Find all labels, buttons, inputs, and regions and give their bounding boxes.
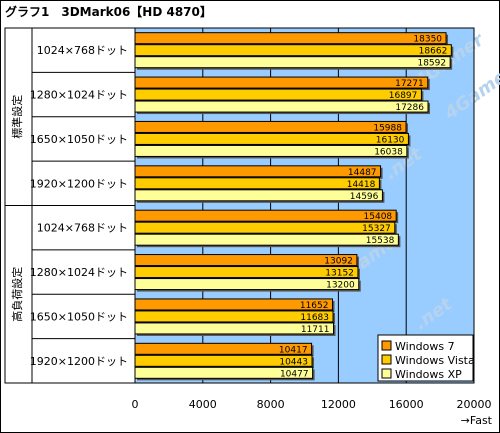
category-label: 1650×1050ドット — [30, 310, 128, 323]
legend-swatch — [381, 340, 392, 351]
data-label: 10443 — [279, 357, 308, 367]
data-label: 14418 — [347, 180, 376, 190]
data-label: 11683 — [300, 313, 329, 323]
group-label: 標準設定 — [10, 95, 24, 139]
x-tick-label: 0 — [132, 398, 139, 411]
data-label: 15327 — [362, 224, 391, 234]
data-label: 11711 — [301, 325, 330, 335]
bar — [134, 76, 429, 89]
legend-label: Windows Vista — [395, 354, 475, 367]
legend-swatch — [381, 368, 392, 379]
data-label: 18350 — [413, 35, 442, 45]
bar — [134, 233, 399, 246]
bar — [134, 56, 451, 69]
category-label: 1920×1200ドット — [30, 177, 128, 190]
data-label: 18592 — [417, 59, 446, 69]
data-label: 13152 — [325, 269, 354, 279]
data-label: 16897 — [389, 91, 418, 101]
data-label: 16038 — [374, 147, 403, 157]
data-label: 16130 — [376, 135, 405, 145]
data-label: 15988 — [373, 123, 402, 133]
bar — [134, 132, 409, 145]
data-label: 14596 — [350, 192, 379, 202]
bar — [134, 44, 452, 57]
legend-label: Windows 7 — [395, 340, 455, 353]
category-label: 1280×1024ドット — [30, 266, 128, 279]
chart-title: グラフ1 3DMark06【HD 4870】 — [5, 5, 212, 19]
data-label: 11652 — [300, 301, 329, 311]
category-label: 1024×768ドット — [37, 44, 128, 57]
legend-box — [377, 334, 474, 382]
x-axis-label: →Fast — [461, 414, 493, 427]
bar — [134, 209, 397, 222]
x-tick-label: 12000 — [321, 398, 356, 411]
data-label: 10477 — [280, 369, 309, 379]
x-tick-label: 4000 — [189, 398, 217, 411]
category-label: 1920×1200ドット — [30, 355, 128, 368]
data-label: 17271 — [395, 79, 424, 89]
bar — [134, 120, 407, 133]
category-label: 1650×1050ドット — [30, 133, 128, 146]
data-label: 15408 — [364, 212, 393, 222]
bar — [134, 221, 396, 234]
x-tick-label: 16000 — [389, 398, 424, 411]
legend-swatch — [381, 354, 392, 365]
data-label: 13092 — [324, 257, 353, 267]
x-tick-label: 20000 — [457, 398, 492, 411]
group-label: 高負荷設定 — [10, 267, 24, 322]
bar — [134, 177, 380, 190]
x-tick-label: 8000 — [257, 398, 285, 411]
bar — [134, 100, 429, 113]
data-label: 17286 — [395, 103, 424, 113]
data-label: 10417 — [279, 345, 308, 355]
legend-label: Windows XP — [395, 368, 462, 381]
data-label: 13200 — [326, 281, 355, 291]
bar — [134, 88, 422, 101]
data-label: 14487 — [348, 168, 377, 178]
bar — [134, 144, 408, 157]
data-label: 15538 — [366, 236, 395, 246]
bar — [134, 32, 447, 45]
category-label: 1024×768ドット — [37, 222, 128, 235]
category-label: 1280×1024ドット — [30, 89, 128, 102]
data-label: 18662 — [419, 47, 448, 57]
plot-border — [134, 27, 475, 384]
bar — [134, 165, 382, 178]
bar — [134, 189, 383, 202]
